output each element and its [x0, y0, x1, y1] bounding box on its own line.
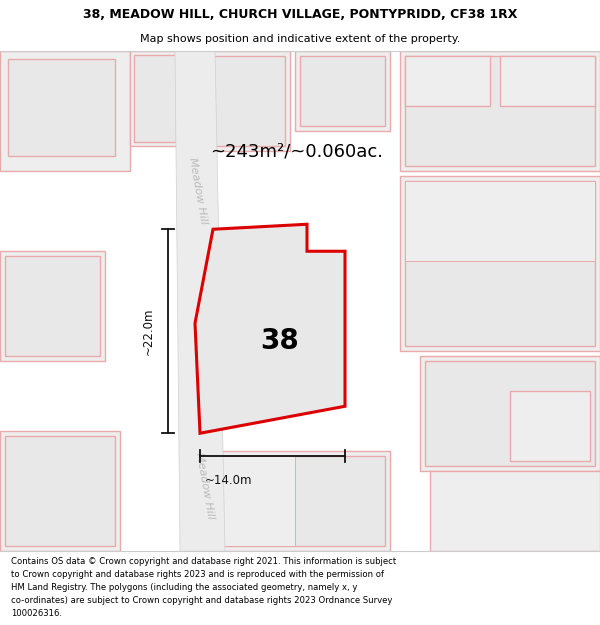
Text: Meadow Hill: Meadow Hill: [187, 157, 209, 226]
Polygon shape: [295, 51, 390, 131]
Polygon shape: [405, 181, 595, 261]
Polygon shape: [5, 256, 100, 356]
Text: 38, MEADOW HILL, CHURCH VILLAGE, PONTYPRIDD, CF38 1RX: 38, MEADOW HILL, CHURCH VILLAGE, PONTYPR…: [83, 8, 517, 21]
Polygon shape: [0, 251, 105, 361]
Polygon shape: [400, 176, 600, 351]
Polygon shape: [0, 51, 130, 171]
Polygon shape: [405, 56, 490, 106]
Polygon shape: [430, 471, 600, 551]
Text: ~14.0m: ~14.0m: [205, 474, 253, 488]
Text: Map shows position and indicative extent of the property.: Map shows position and indicative extent…: [140, 34, 460, 44]
Polygon shape: [425, 361, 595, 466]
Text: Meadow Hill: Meadow Hill: [194, 452, 216, 521]
Polygon shape: [5, 436, 115, 546]
Polygon shape: [300, 56, 385, 126]
Text: Contains OS data © Crown copyright and database right 2021. This information is : Contains OS data © Crown copyright and d…: [11, 557, 396, 618]
Polygon shape: [0, 431, 120, 551]
Polygon shape: [200, 456, 295, 546]
Polygon shape: [8, 59, 115, 156]
Polygon shape: [175, 51, 225, 551]
Polygon shape: [405, 181, 595, 346]
Polygon shape: [134, 55, 176, 142]
Polygon shape: [195, 451, 390, 551]
Polygon shape: [195, 56, 285, 146]
Polygon shape: [405, 56, 595, 166]
Polygon shape: [130, 51, 180, 146]
Text: ~22.0m: ~22.0m: [142, 308, 155, 355]
Polygon shape: [500, 56, 595, 106]
Text: 38: 38: [260, 328, 299, 355]
Polygon shape: [400, 51, 600, 171]
Text: ~243m²/~0.060ac.: ~243m²/~0.060ac.: [210, 142, 383, 160]
Polygon shape: [190, 51, 290, 151]
Polygon shape: [420, 356, 600, 471]
Polygon shape: [510, 391, 590, 461]
Polygon shape: [200, 456, 385, 546]
Polygon shape: [195, 224, 345, 433]
